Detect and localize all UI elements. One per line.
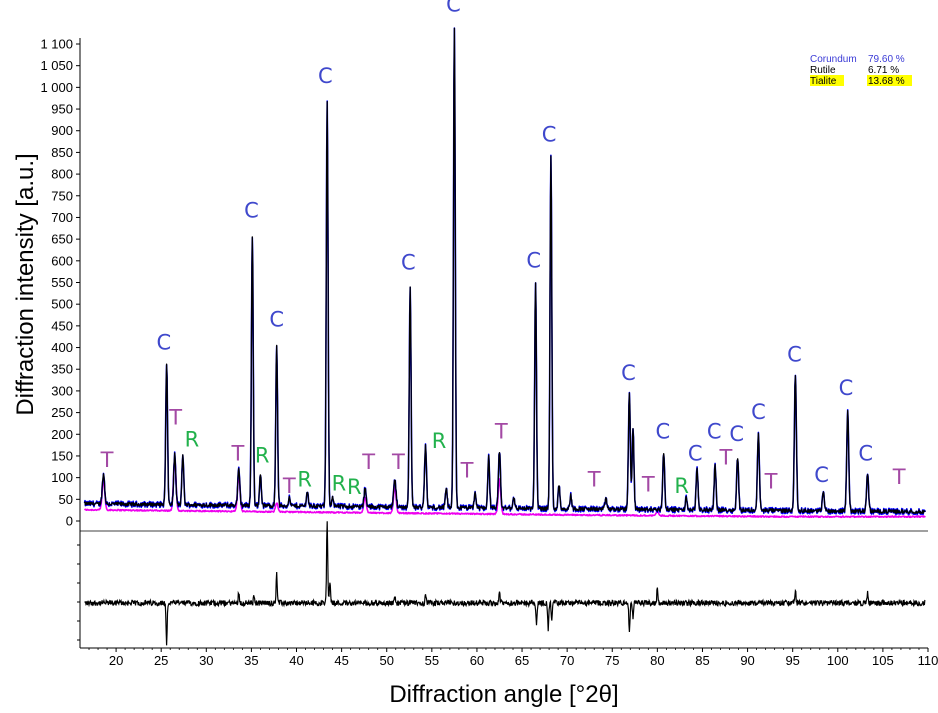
peak-label-T: T [641,473,655,497]
x-tick-label: 90 [740,653,754,668]
x-tick-label: 50 [379,653,393,668]
y-tick-label: 100 [51,470,73,485]
legend-highlight-name [810,75,844,86]
x-tick-label: 30 [199,653,213,668]
peak-label-C: C [707,420,722,444]
y-tick-label: 550 [51,275,73,290]
x-axis-title: Diffraction angle [°2θ] [389,681,618,708]
peak-label-C: C [318,64,333,88]
difference-panel [84,521,926,646]
peak-label-R: R [432,429,447,453]
difference-series-line [84,521,926,646]
peak-label-C: C [858,441,873,465]
peak-label-C: C [655,420,670,444]
peak-label-T: T [100,448,114,472]
legend-phase-value: 6.71 % [868,65,899,76]
peak-label-C: C [688,441,703,465]
y-tick-label: 1 000 [40,80,73,95]
y-tick-label: 950 [51,102,73,117]
y-tick-label: 1 100 [40,37,73,52]
axes: 0 50 100 150 200 250 300 350 400 450 500 550 600 650 7… [40,37,938,669]
legend-phase-name: Tialite [810,76,837,87]
y-tick-label: 500 [51,297,73,312]
x-tick-label: 75 [605,653,619,668]
peak-label-R: R [347,475,362,499]
peak-label-T: T [719,446,733,470]
peak-label-C: C [401,250,416,274]
y-tick-label: 1 050 [40,58,73,73]
peak-label-C: C [526,248,541,272]
calculated-series-line [83,27,926,515]
peak-label-R: R [255,443,270,467]
x-tick-label: 80 [650,653,664,668]
peak-label-C: C [446,0,461,16]
x-tick-label: 20 [109,653,123,668]
peak-label-T: T [230,441,244,465]
peak-label-C: C [787,342,802,366]
peak-label-C: C [839,376,854,400]
peak-label-T: T [168,406,182,430]
peak-label-C: C [157,331,172,355]
legend-phase-name: Rutile [810,65,836,76]
x-tick-label: 95 [785,653,799,668]
y-tick-label: 300 [51,383,73,398]
peak-label-C: C [814,463,829,487]
y-tick-label: 150 [51,448,73,463]
y-tick-label: 900 [51,123,73,138]
x-tick-label: 55 [425,653,439,668]
x-tick-label: 40 [289,653,303,668]
legend: Corundum 79.60 % Rutile 6.71 % Tialite 13.68 … [810,54,912,87]
x-tick-label: 110 [918,653,938,668]
y-tick-label: 400 [51,340,73,355]
y-tick-label: 200 [51,427,73,442]
peak-label-C: C [244,198,259,222]
peak-label-R: R [674,474,689,498]
peak-label-R: R [297,467,312,491]
peak-label-C: C [751,400,766,424]
peak-label-T: T [391,450,405,474]
y-tick-label: 0 [66,514,73,529]
legend-highlight-value [867,75,912,86]
peak-label-C: C [542,123,557,147]
peak-label-T: T [361,450,375,474]
x-tick-label: 45 [334,653,348,668]
x-tick-label: 105 [872,653,894,668]
x-tick-label: 85 [695,653,709,668]
pattern-lines [83,27,927,519]
legend-phase-value: 79.60 % [868,54,905,65]
x-tick-label: 25 [154,653,168,668]
x-tick-label: 100 [827,653,849,668]
peak-label-R: R [332,472,347,496]
x-tick-label: 65 [515,653,529,668]
x-tick-label: 60 [470,653,484,668]
peak-label-T: T [587,467,601,491]
y-tick-label: 650 [51,232,73,247]
y-tick-label: 250 [51,405,73,420]
y-tick-label: 850 [51,145,73,160]
y-tick-label: 700 [51,210,73,225]
tialite-series-line [83,458,926,519]
peak-label-T: T [764,469,778,493]
peak-label-T: T [494,420,508,444]
peak-label-T: T [892,465,906,489]
y-tick-label: 750 [51,188,73,203]
peak-label-C: C [269,308,284,332]
y-tick-label: 600 [51,253,73,268]
peak-label-T: T [282,474,296,498]
y-tick-label: 450 [51,318,73,333]
x-tick-label: 70 [560,653,574,668]
y-tick-label: 800 [51,167,73,182]
legend-phase-value: 13.68 % [868,76,905,87]
peak-label-R: R [185,427,200,451]
x-tick-label: 35 [244,653,258,668]
peak-label-C: C [621,361,636,385]
y-axis-title: Diffraction intensity [a.u.] [12,153,39,415]
peak-label-C: C [729,422,744,446]
y-tick-label: 50 [59,492,73,507]
y-tick-label: 350 [51,362,73,377]
peak-label-T: T [460,459,474,483]
legend-phase-name: Corundum [810,54,857,65]
